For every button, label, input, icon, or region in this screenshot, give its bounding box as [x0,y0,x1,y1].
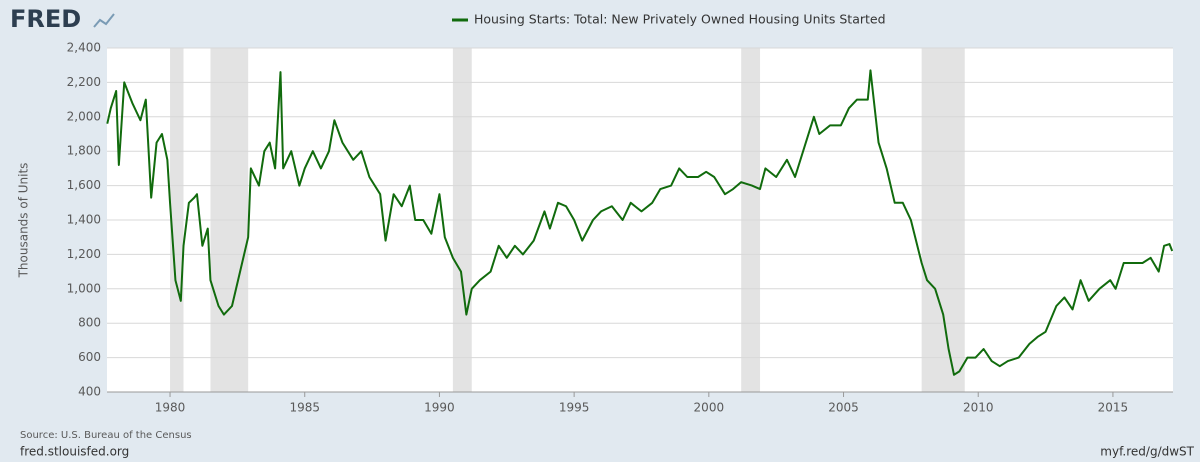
logo-icon [93,13,115,28]
source: Source: U.S. Bureau of the Census [20,430,192,441]
y-axis-label: Thousands of Units [17,163,31,279]
y-tick-label: 1,200 [67,247,101,261]
y-tick-label: 800 [78,316,101,330]
x-tick-label: 1980 [155,401,186,415]
short-link[interactable]: myf.red/g/dwST [1100,445,1194,459]
y-tick-label: 2,400 [67,41,101,55]
y-tick-label: 600 [78,350,101,364]
brand-logo[interactable]: FRED [10,5,81,33]
x-tick-label: 2015 [1098,401,1129,415]
x-tick-label: 1995 [559,401,590,415]
x-tick-label: 2000 [694,401,725,415]
y-tick-label: 400 [78,385,101,399]
site-link[interactable]: fred.stlouisfed.org [20,445,129,459]
y-tick-label: 2,000 [67,109,101,123]
legend-label[interactable]: Housing Starts: Total: New Privately Own… [474,12,886,27]
x-tick-label: 2005 [828,401,859,415]
x-tick-label: 1990 [424,401,455,415]
y-tick-label: 1,600 [67,178,101,192]
data-line [106,69,1174,376]
x-tick-label: 1985 [289,401,320,415]
x-tick-label: 2010 [963,401,994,415]
y-tick-label: 1,000 [67,281,101,295]
y-tick-label: 1,400 [67,213,101,227]
y-tick-label: 1,800 [67,144,101,158]
y-tick-label: 2,200 [67,75,101,89]
